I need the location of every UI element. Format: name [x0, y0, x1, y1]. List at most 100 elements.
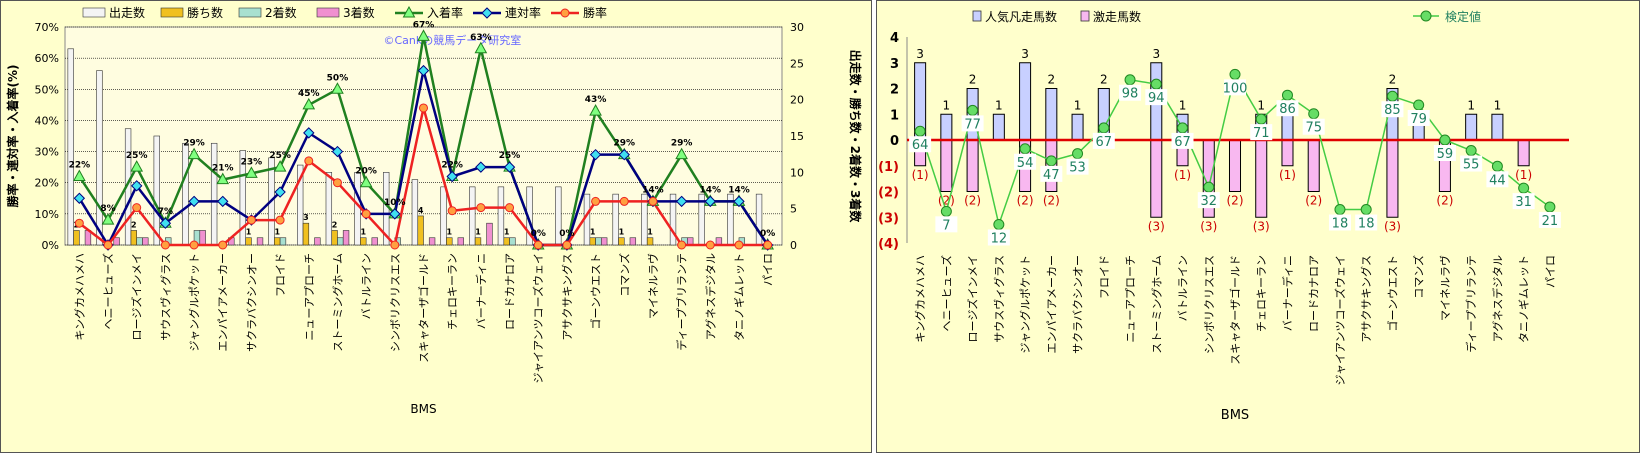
percent-data-label: 14%	[728, 185, 750, 195]
point-検定値	[1334, 204, 1346, 216]
point-label-bg	[1407, 109, 1430, 126]
bar-出走数	[67, 48, 74, 246]
point-勝率	[562, 240, 572, 250]
legend-label: 激走馬数	[1093, 9, 1141, 24]
point-label-bg	[1512, 193, 1535, 210]
point-label-bg	[1460, 155, 1483, 172]
point-data-label: 64	[912, 138, 929, 153]
x-tick-label: マイネルラヴ	[1438, 255, 1452, 321]
point-label-bg	[1224, 79, 1246, 96]
y-tick-label: (3)	[878, 211, 899, 226]
x-tick-label: バトルライン	[360, 253, 373, 319]
bar-勝ち数	[73, 230, 80, 246]
bar-人気凡走馬数	[1465, 113, 1478, 141]
bottom-data-label: (3)	[1148, 219, 1165, 233]
bar-出走数	[497, 186, 505, 246]
bar-激走馬数	[1281, 139, 1294, 167]
bar-激走馬数	[1228, 139, 1242, 192]
percent-data-label: 21%	[212, 164, 234, 174]
point-検定値	[1203, 181, 1215, 193]
point-data-label: 59	[1437, 147, 1454, 162]
point-data-label: 67	[1174, 135, 1191, 150]
point-勝率	[361, 209, 371, 219]
bottom-data-label: (2)	[1436, 194, 1453, 208]
x-tick-label: サウスヴィグラス	[992, 255, 1006, 343]
point-検定値	[1177, 122, 1189, 134]
point-検定値	[1544, 201, 1556, 213]
bar-出走数	[641, 193, 648, 246]
bar-2着数	[509, 237, 516, 246]
x-tick-label: ゴーンウエスト	[589, 253, 603, 329]
point-data-label: 7	[942, 218, 950, 233]
x-tick-label: キングカメハメハ	[913, 255, 927, 343]
point-連対率	[503, 161, 516, 173]
bar-3着数	[601, 237, 608, 246]
percent-data-label: 25%	[269, 151, 291, 161]
point-検定値	[914, 125, 926, 137]
bar-3着数	[371, 237, 378, 246]
legend-marker	[481, 7, 493, 19]
y-tick-label: 4	[890, 31, 899, 46]
point-勝率	[246, 215, 256, 225]
point-連対率	[303, 127, 315, 139]
percent-data-label: 29%	[183, 139, 205, 149]
legend-swatch	[972, 10, 982, 22]
percent-data-label: 22%	[441, 160, 463, 170]
x-tick-label: サクラバクシンオー	[1072, 255, 1085, 354]
bar-3着数	[142, 237, 149, 246]
x-tick-label: シンボリクリスエス	[389, 253, 402, 352]
point-勝率	[677, 240, 687, 250]
point-検定値	[1386, 90, 1398, 102]
x-tick-label: ディープブリランテ	[675, 253, 689, 351]
top-data-label: 2	[1100, 73, 1108, 87]
point-data-label: 85	[1384, 103, 1401, 118]
bar-勝ち数	[618, 237, 625, 246]
bottom-data-label: (3)	[1200, 219, 1217, 233]
point-data-label: 94	[1148, 91, 1165, 106]
bottom-data-label: (1)	[1174, 168, 1191, 182]
x-tick-label: フロイド	[274, 253, 287, 297]
point-勝率	[132, 203, 142, 213]
percent-data-label: 29%	[671, 139, 693, 149]
percent-data-label: 14%	[700, 185, 722, 195]
point-連対率	[589, 148, 602, 161]
bar-出走数	[153, 135, 160, 246]
point-入着率	[273, 160, 287, 172]
y2-tick-label: 15	[790, 130, 804, 143]
point-連対率	[73, 192, 86, 204]
bottom-data-label: (2)	[1227, 194, 1244, 208]
x-tick-label: ディープブリランテ	[1464, 255, 1478, 353]
bar-人気凡走馬数	[1045, 88, 1058, 141]
percent-data-label: 22%	[69, 160, 91, 170]
bar-人気凡走馬数	[940, 113, 953, 141]
y2-tick-label: 25	[790, 57, 804, 70]
point-入着率	[302, 97, 316, 110]
y-tick-label: 2	[890, 83, 899, 98]
point-label-bg	[1486, 171, 1509, 188]
point-label-bg	[909, 136, 932, 153]
point-勝率	[103, 240, 113, 250]
bar-勝ち数	[446, 237, 453, 246]
point-勝率	[189, 240, 199, 250]
point-data-label: 67	[1096, 135, 1113, 150]
x-tick-label: サウスヴィグラス	[158, 253, 172, 341]
point-検定値	[1255, 113, 1267, 125]
top-data-label: 3	[1021, 47, 1029, 61]
percent-data-label: 0%	[531, 229, 546, 239]
point-入着率	[187, 147, 201, 160]
x-tick-label: チェロキーラン	[1255, 255, 1268, 332]
point-連対率	[475, 161, 487, 173]
point-連対率	[446, 170, 458, 183]
bar-激走馬数	[966, 139, 979, 192]
point-data-label: 53	[1069, 161, 1086, 176]
point-勝率	[533, 240, 543, 250]
point-連対率	[217, 195, 229, 208]
point-勝率	[734, 240, 744, 250]
point-検定値	[1045, 155, 1057, 167]
y-tick-label: (4)	[878, 237, 899, 252]
point-label-bg	[1355, 214, 1378, 231]
point-勝率	[74, 218, 84, 228]
point-連対率	[389, 208, 401, 220]
bar-2着数	[136, 237, 143, 246]
y-tick-label: (1)	[878, 160, 899, 175]
